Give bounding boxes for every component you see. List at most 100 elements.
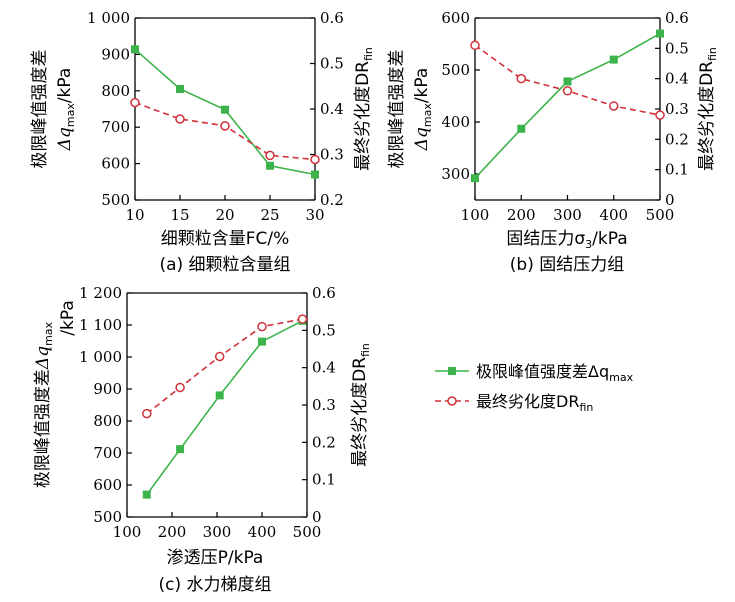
y-right-tick-label: 0.6 (665, 9, 689, 27)
y-right-tick-label: 0.6 (312, 284, 336, 302)
y-left-tick-label: 500 (93, 508, 122, 526)
y-left-tick-label: 900 (93, 380, 122, 398)
data-point-degradation (310, 154, 320, 165)
tick-labels: 100 200 300 400 500 500 600 700 800 900 1 000 1 100… (79, 284, 336, 541)
x-tick-label: 300 (553, 206, 582, 224)
data-point-peak-strength (258, 337, 266, 346)
x-tick-label: 400 (599, 206, 628, 224)
x-tick-label: 300 (203, 523, 232, 541)
y-right-tick-label: 0.2 (312, 433, 336, 451)
y-right-tick-label: 0 (665, 191, 675, 209)
legend-marker-circle (447, 396, 457, 406)
legend-item-degradation: 最终劣化度DRfin (435, 392, 593, 414)
panel-c: 100 200 300 400 500 500 600 700 800 900 1 000 1 100… (33, 284, 372, 595)
y-left-tick-label: 400 (441, 113, 470, 131)
data-point-peak-strength (609, 55, 618, 64)
y-axis-right-label: 最终劣化度DRfin (350, 343, 372, 467)
y-right-tick-label: 0.4 (320, 100, 344, 118)
data-point-peak-strength (221, 105, 229, 114)
data-point-peak-strength (311, 170, 319, 179)
tick-labels: 10 15 20 25 30 500 600 700 800 900 1 000 0.2 0.3 0.4 0… (87, 9, 344, 224)
y-left-tick-label: 900 (101, 45, 130, 63)
y-axis-right-label: 最终劣化度DRfin (353, 47, 375, 171)
data-point-degradation (142, 408, 152, 419)
data-point-peak-strength (176, 445, 185, 454)
data-point-peak-strength (471, 174, 479, 183)
data-point-degradation (175, 114, 185, 124)
series-layer (470, 29, 665, 183)
series-line-peak-strength (474, 32, 661, 179)
y-axis-right-label: 最终劣化度DRfin (697, 47, 719, 171)
y-right-tick-label: 0.5 (665, 39, 689, 57)
y-axis-left-label: 极限峰值强度差 (387, 50, 407, 169)
data-point-peak-strength (266, 161, 274, 170)
y-left-tick-label: 600 (101, 155, 130, 173)
y-left-tick-label: 600 (93, 476, 122, 494)
y-axis-left-symbol: Δqmax/kPa (55, 68, 77, 152)
x-tick-label: 400 (248, 523, 277, 541)
x-tick-label: 20 (215, 206, 234, 224)
data-point-peak-strength (517, 124, 526, 133)
legend-item-peak-strength: 极限峰值强度差Δqmax (435, 362, 634, 384)
y-left-tick-label: 800 (93, 412, 122, 430)
x-tick-label: 15 (170, 206, 189, 224)
data-point-degradation (562, 86, 573, 96)
y-right-tick-label: 0 (312, 508, 322, 526)
tick-marks (134, 17, 316, 201)
y-axis-left-symbol: Δqmax/kPa (412, 68, 434, 152)
panel-caption: (c) 水力梯度组 (158, 575, 271, 595)
data-point-degradation (655, 110, 665, 120)
legend-marker-square (448, 367, 456, 375)
data-point-peak-strength (131, 45, 139, 54)
y-left-tick-label: 1 000 (79, 348, 122, 366)
y-axis-left-unit: /kPa (58, 300, 78, 335)
data-point-degradation (130, 97, 140, 108)
x-tick-label: 500 (293, 523, 322, 541)
panel-caption: (b) 固结压力组 (510, 255, 624, 275)
legend: 极限峰值强度差Δqmax 最终劣化度DRfin (435, 362, 634, 414)
y-left-tick-label: 1 100 (79, 316, 122, 334)
y-left-tick-label: 700 (101, 118, 130, 136)
data-point-degradation (175, 382, 185, 393)
data-point-degradation (297, 314, 308, 324)
data-point-degradation (220, 121, 230, 131)
panel-b: 100 200 300 400 500 300 400 500 600 0 0.1 0.2 0.3 0.4… (387, 9, 719, 275)
data-point-degradation (609, 101, 619, 111)
x-axis-label: 固结压力σ3/kPa (506, 229, 627, 251)
y-right-tick-label: 0.5 (312, 321, 336, 339)
data-point-peak-strength (656, 29, 664, 38)
tick-marks (126, 292, 308, 518)
panel-a: 10 15 20 25 30 500 600 700 800 900 1 000 0.2 0.3 0.4 0… (30, 9, 375, 275)
data-point-peak-strength (215, 391, 224, 400)
data-point-peak-strength (176, 84, 184, 93)
series-line-peak-strength (146, 320, 303, 496)
x-tick-label: 500 (646, 206, 675, 224)
y-right-tick-label: 0.1 (665, 161, 689, 179)
x-tick-label: 100 (461, 206, 490, 224)
y-right-tick-label: 0.4 (312, 359, 336, 377)
y-right-tick-label: 0.2 (665, 130, 689, 148)
x-axis-label: 渗透压P/kPa (167, 548, 264, 568)
y-axis-left-label: 极限峰值强度差 (30, 50, 50, 169)
y-right-tick-label: 0.3 (320, 146, 344, 164)
legend-label: 极限峰值强度差Δqmax (476, 362, 634, 384)
data-point-degradation (470, 40, 480, 51)
y-left-tick-label: 500 (101, 191, 130, 209)
plot-frame (126, 292, 308, 518)
y-axis-left-label: 极限峰值强度差Δqmax (33, 321, 55, 488)
x-axis-label: 细颗粒含量FC/% (161, 229, 290, 249)
data-point-degradation (257, 321, 267, 332)
tick-labels: 100 200 300 400 500 300 400 500 600 0 0.1 0.2 0.3 0.4… (441, 9, 689, 224)
series-layer (130, 45, 320, 179)
y-right-tick-label: 0.5 (320, 55, 344, 73)
y-right-tick-label: 0.3 (665, 100, 689, 118)
data-point-peak-strength (563, 77, 572, 86)
y-left-tick-label: 800 (101, 82, 130, 100)
y-right-tick-label: 0.2 (320, 191, 344, 209)
y-left-tick-label: 300 (441, 165, 470, 183)
y-left-tick-label: 500 (441, 61, 470, 79)
tick-marks (474, 17, 661, 201)
y-right-tick-label: 0.6 (320, 9, 344, 27)
y-left-tick-label: 1 200 (79, 284, 122, 302)
